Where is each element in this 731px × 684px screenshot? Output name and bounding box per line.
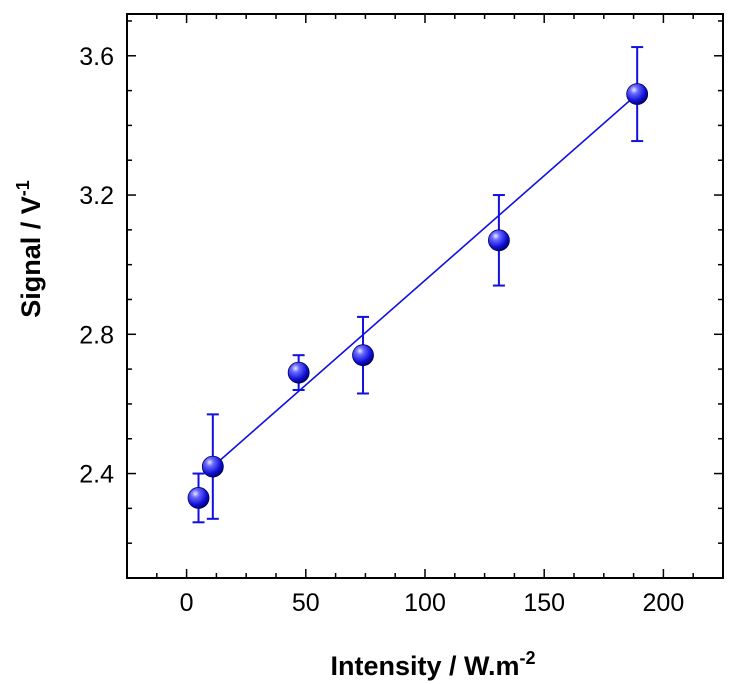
data-point [187, 472, 210, 524]
x-tick-label: 200 [643, 589, 685, 617]
data-point [201, 413, 224, 520]
data-points [187, 46, 649, 524]
y-tick-label: 3.2 [79, 182, 114, 210]
axes: 0 50 100 150 200 2.4 2.8 3.2 3.6 [79, 13, 724, 617]
data-point [626, 46, 649, 143]
x-tick-label: 50 [292, 589, 320, 617]
y-tick-label: 2.4 [79, 461, 114, 489]
y-tick-label: 2.8 [79, 321, 114, 349]
data-point [352, 315, 374, 395]
fit-line-group [212, 93, 638, 468]
y-axis-title: Signal / V-1 [13, 180, 46, 318]
x-tick-label: 100 [404, 589, 446, 617]
y-axis-title-text: Signal / V [16, 196, 46, 318]
x-axis-title-superscript: -2 [520, 648, 536, 668]
data-marker [626, 83, 649, 105]
fit-line [212, 93, 638, 468]
y-tick-label: 3.6 [79, 43, 114, 71]
data-point [287, 354, 310, 391]
x-tick-label: 0 [180, 589, 194, 617]
y-axis-title-superscript: -1 [13, 180, 33, 196]
x-axis-title-text: Intensity / W.m [330, 651, 519, 681]
x-axis-title: Intensity / W.m-2 [330, 648, 535, 681]
data-marker [352, 344, 374, 367]
data-marker [488, 229, 510, 252]
data-marker [187, 487, 210, 509]
x-tick-label: 150 [523, 589, 565, 617]
data-marker [287, 361, 310, 384]
data-point [488, 194, 510, 287]
data-marker [201, 455, 224, 478]
